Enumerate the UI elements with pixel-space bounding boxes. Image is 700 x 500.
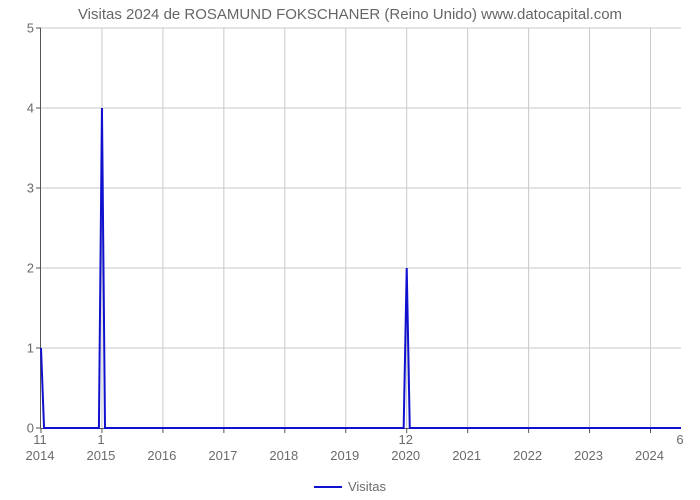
legend-swatch [314,486,342,488]
x-secondary-label: 6 [676,432,683,447]
x-year-label: 2014 [26,448,55,463]
x-year-label: 2018 [269,448,298,463]
y-tick-label: 5 [27,21,34,36]
legend: Visitas [0,478,700,494]
x-year-label: 2017 [208,448,237,463]
y-tick-label: 4 [27,101,34,116]
x-year-label: 2015 [86,448,115,463]
x-year-label: 2024 [635,448,664,463]
legend-label: Visitas [348,479,386,494]
y-tick-label: 3 [27,181,34,196]
x-year-label: 2023 [574,448,603,463]
x-secondary-label: 1 [97,432,104,447]
x-secondary-label: 11 [33,432,47,447]
y-tick-label: 1 [27,341,34,356]
y-tick-label: 2 [27,261,34,276]
chart-title: Visitas 2024 de ROSAMUND FOKSCHANER (Rei… [0,6,700,23]
chart-svg [41,28,681,428]
x-year-label: 2020 [391,448,420,463]
x-secondary-label: 12 [398,432,412,447]
x-year-label: 2016 [147,448,176,463]
plot-area [40,28,681,429]
x-year-label: 2021 [452,448,481,463]
x-year-label: 2019 [330,448,359,463]
x-year-label: 2022 [513,448,542,463]
